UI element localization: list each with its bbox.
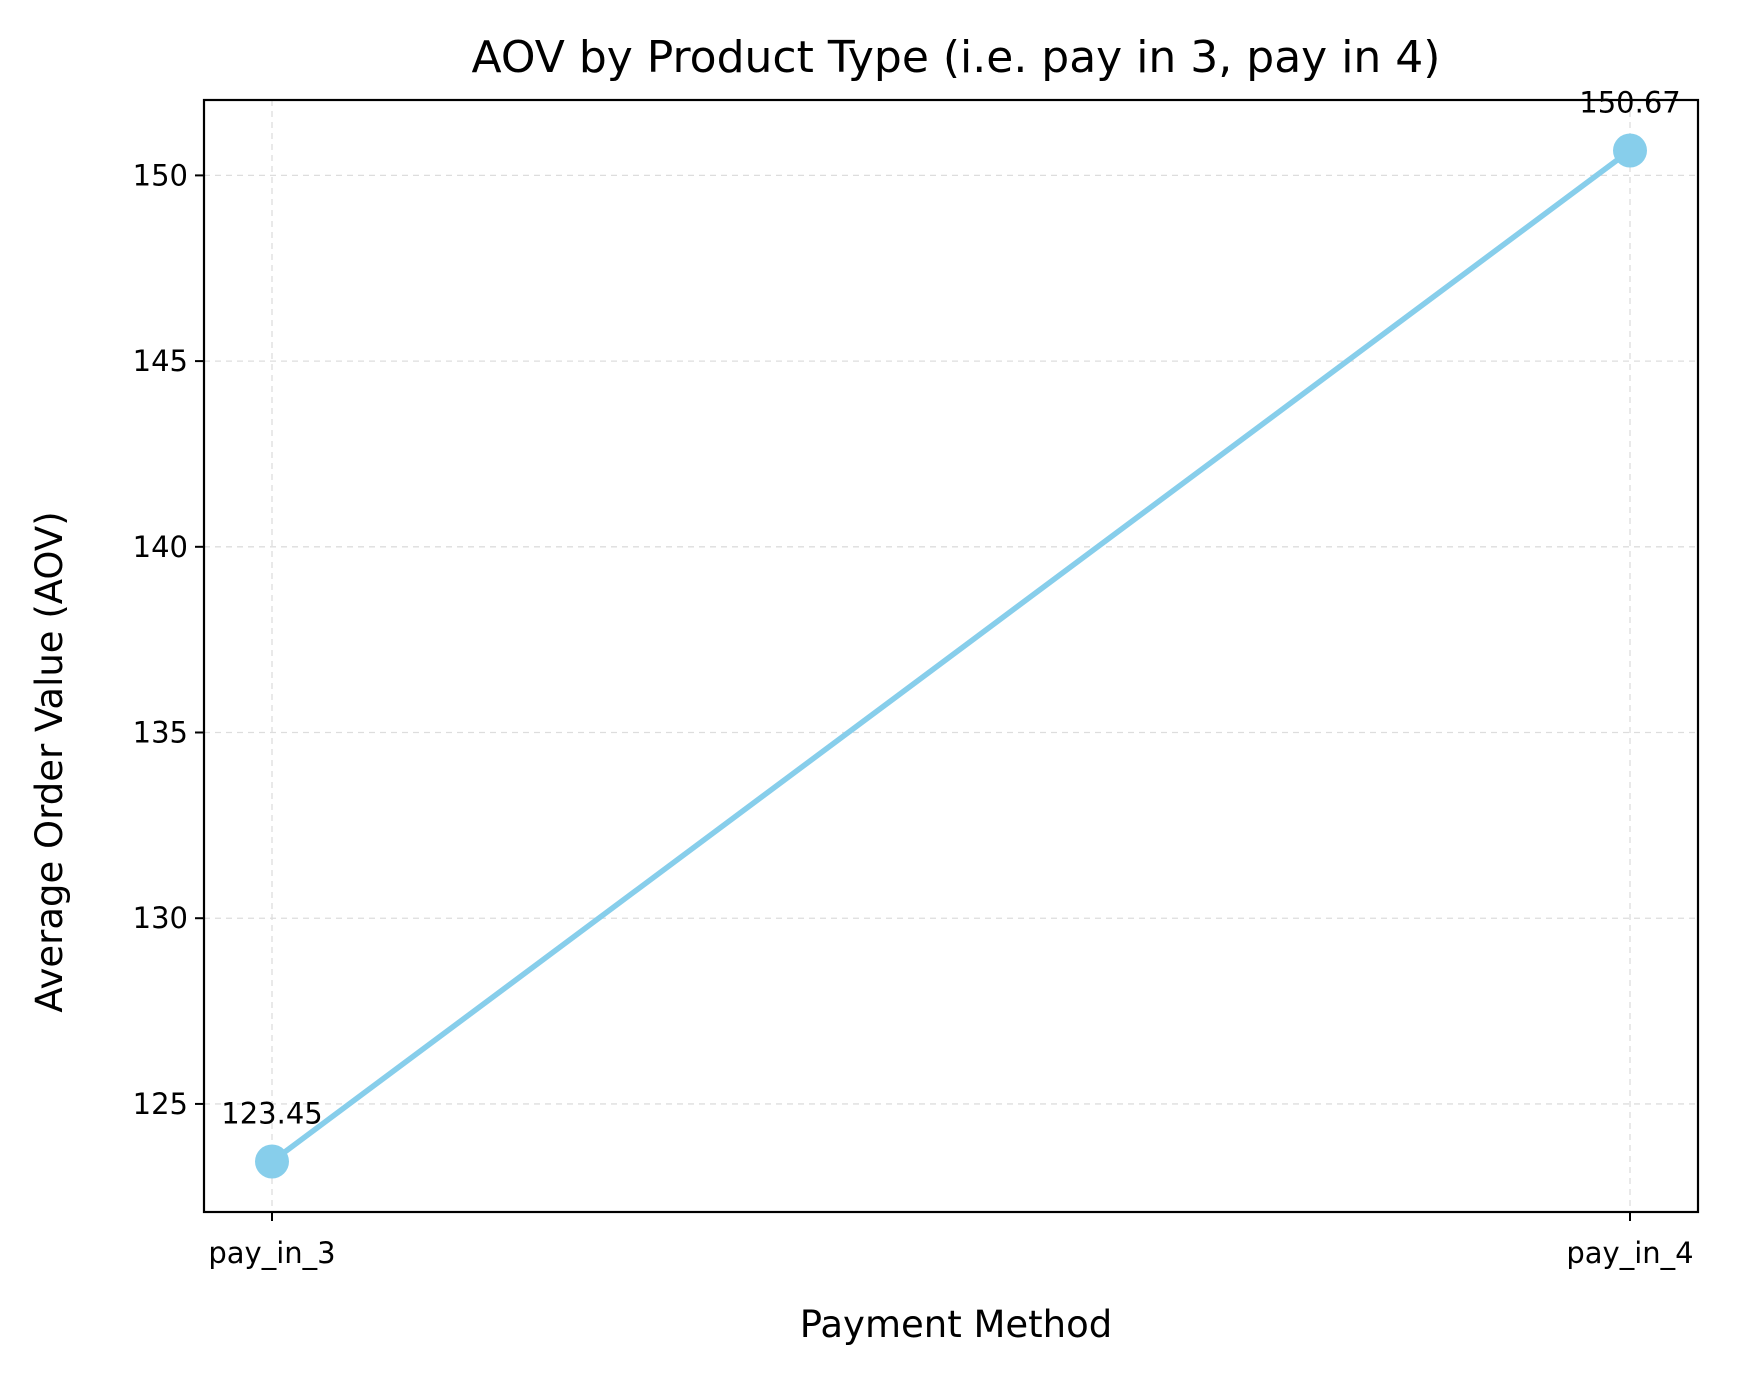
x-tick-label-pay_in_3: pay_in_3 [208,1236,335,1270]
data-label-pay_in_3: 123.45 [221,1096,322,1130]
chart-title: AOV by Product Type (i.e. pay in 3, pay … [472,32,1441,83]
grid-lines [204,100,1698,1212]
x-axis: pay_in_3 pay_in_4 [208,1212,1694,1270]
y-tick-label-145: 145 [133,344,188,378]
y-axis-label: Average Order Value (AOV) [28,511,71,1012]
data-labels: 123.45 150.67 [221,86,1680,1131]
series-aov [255,133,1647,1179]
data-point-pay_in_4 [1613,133,1647,168]
y-tick-label-140: 140 [133,530,188,564]
plot-frame [202,98,1700,1214]
y-tick-label-130: 130 [133,901,188,935]
data-point-pay_in_3 [255,1144,289,1179]
data-label-pay_in_4: 150.67 [1579,86,1680,120]
y-tick-label-150: 150 [133,158,188,192]
series-line [269,147,1633,1165]
y-tick-label-135: 135 [133,716,188,750]
x-tick-label-pay_in_4: pay_in_4 [1566,1236,1693,1270]
y-tick-label-125: 125 [133,1087,188,1121]
x-axis-label: Payment Method [800,1303,1113,1346]
y-axis: 125 130 135 140 145 150 [133,158,204,1121]
